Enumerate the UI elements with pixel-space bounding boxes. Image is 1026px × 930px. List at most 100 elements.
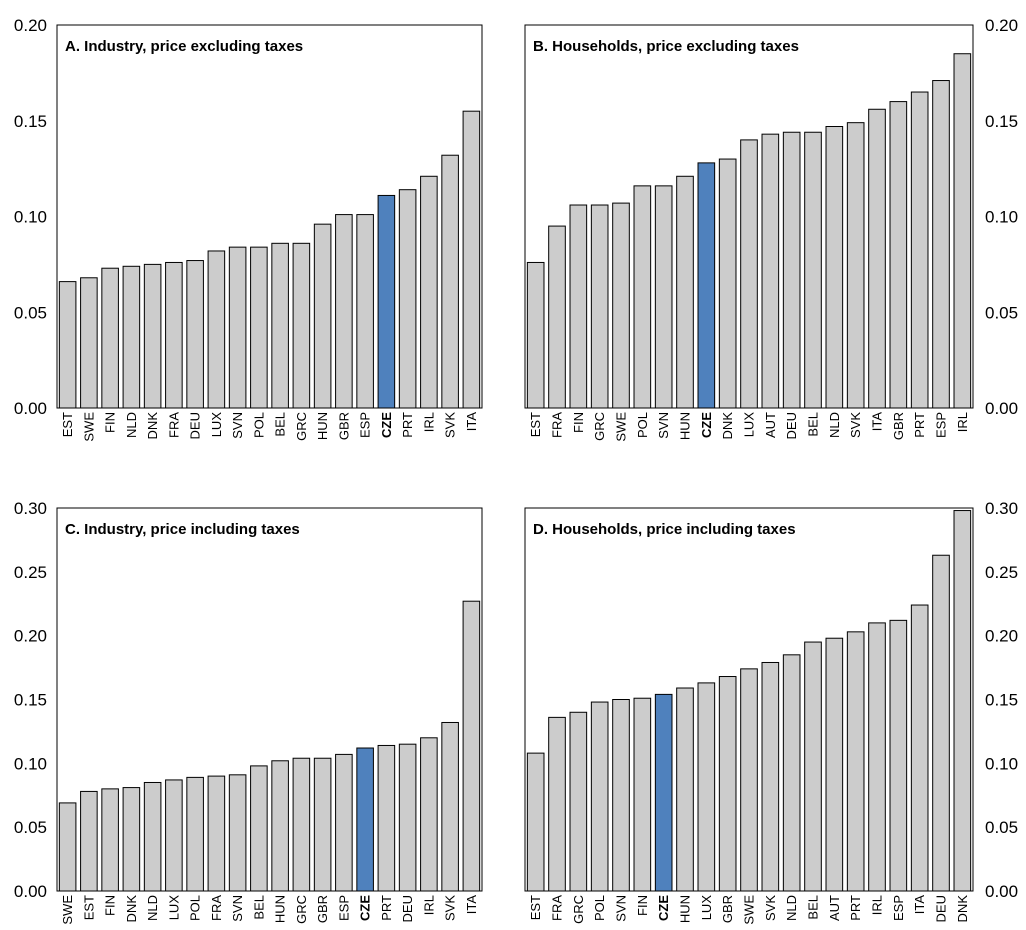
category-label: ESP: [336, 895, 351, 921]
bar-irl: [420, 175, 438, 409]
category-label: ITA: [912, 895, 927, 915]
category-label: IRL: [421, 895, 436, 915]
y-tick-label: 0.15: [14, 691, 47, 710]
bar-gbr: [335, 214, 353, 409]
bar-est: [80, 790, 98, 892]
bar-irl: [420, 737, 438, 892]
category-label: ESP: [358, 412, 373, 438]
category-label: DNK: [955, 895, 970, 923]
bar-fra: [548, 225, 566, 409]
bar-est: [58, 281, 77, 409]
bar-pol: [590, 701, 609, 892]
category-label: GRC: [571, 895, 586, 924]
bar-fin: [101, 788, 119, 892]
category-label: GBR: [891, 412, 906, 440]
category-label: FIN: [635, 895, 650, 916]
category-label: GBR: [720, 895, 735, 923]
category-label: PRT: [400, 412, 415, 438]
plot-frame: [524, 507, 974, 892]
bar-nld: [122, 265, 141, 409]
panel-title: D. Households, price including taxes: [533, 521, 796, 538]
category-label: ITA: [464, 895, 479, 915]
category-label: ITA: [464, 412, 479, 432]
category-label: DNK: [124, 895, 139, 923]
category-label: ESP: [891, 895, 906, 921]
bar-dnk: [122, 787, 141, 892]
y-tick-label: 0.10: [985, 754, 1018, 773]
category-label: HUN: [273, 895, 288, 923]
bar-swe: [612, 202, 630, 409]
bar-hun: [271, 760, 289, 892]
bar-deu: [782, 131, 801, 409]
bar-fra: [548, 716, 566, 892]
category-label: HUN: [678, 895, 693, 923]
bar-bel: [271, 242, 289, 409]
category-label: LUX: [742, 412, 757, 438]
bar-prt: [398, 189, 417, 409]
category-label: CZE: [379, 412, 394, 438]
bar-cze: [356, 747, 374, 892]
category-label: BEL: [251, 895, 266, 920]
bar-est: [526, 261, 545, 409]
category-label: IRL: [955, 412, 970, 432]
category-label: SWE: [614, 412, 629, 442]
y-tick-label: 0.10: [14, 754, 47, 773]
category-label: PRT: [912, 412, 927, 438]
bar-swe: [58, 802, 77, 892]
bar-svk: [846, 122, 865, 409]
bar-lux: [697, 682, 716, 892]
category-label: GBR: [315, 895, 330, 923]
bar-dnk: [143, 263, 162, 409]
category-label: FIN: [571, 412, 586, 433]
category-label: EST: [60, 412, 75, 437]
bar-swe: [740, 668, 758, 892]
category-label: FRA: [550, 412, 565, 438]
bar-gbr: [718, 676, 737, 892]
y-tick-label: 0.05: [985, 818, 1018, 837]
bar-est: [526, 752, 545, 892]
bar-irl: [868, 622, 886, 892]
category-label: IRL: [870, 895, 885, 915]
category-label: BEL: [273, 412, 288, 437]
panel-title: A. Industry, price excluding taxes: [65, 38, 303, 55]
bar-esp: [932, 80, 950, 409]
category-label: CZE: [699, 412, 714, 438]
category-label: ITA: [870, 412, 885, 432]
bar-bel: [804, 131, 822, 409]
y-tick-label: 0.20: [14, 627, 47, 646]
category-label: DEU: [188, 412, 203, 439]
bar-cze: [377, 194, 396, 409]
bar-dnk: [718, 158, 737, 409]
category-label: BEL: [806, 895, 821, 920]
category-label: LUX: [166, 895, 181, 921]
category-label: LUX: [699, 895, 714, 921]
category-label: FRA: [550, 895, 565, 921]
bar-prt: [377, 744, 396, 892]
bar-pol: [186, 776, 204, 892]
bar-esp: [335, 753, 353, 892]
y-tick-label: 0.10: [14, 208, 47, 227]
category-label: HUN: [315, 412, 330, 440]
bar-hun: [676, 175, 694, 409]
bar-deu: [186, 260, 204, 409]
bar-irl: [953, 53, 972, 409]
category-label: EST: [528, 412, 543, 437]
panel-a: 0.00 0.05 0.10 0.15 0.20 EST SWE FIN NLD DNK FRA DE…: [14, 16, 483, 442]
category-label: SWE: [60, 895, 75, 925]
bar-bel: [804, 641, 822, 892]
category-label: SVN: [614, 895, 629, 922]
y-tick-label: 0.30: [14, 499, 47, 518]
category-label: EST: [528, 895, 543, 920]
y-tick-label: 0.10: [985, 208, 1018, 227]
category-label: DNK: [720, 412, 735, 440]
bar-nld: [825, 126, 844, 409]
category-label: NLD: [784, 895, 799, 921]
category-label: FRA: [209, 895, 224, 921]
y-tick-label: 0.00: [14, 399, 47, 418]
category-label: DEU: [784, 412, 799, 439]
bar-bel: [250, 765, 268, 892]
category-label: GBR: [336, 412, 351, 440]
category-label: GRC: [294, 895, 309, 924]
category-label: SVN: [656, 412, 671, 439]
bar-svk: [441, 154, 459, 409]
